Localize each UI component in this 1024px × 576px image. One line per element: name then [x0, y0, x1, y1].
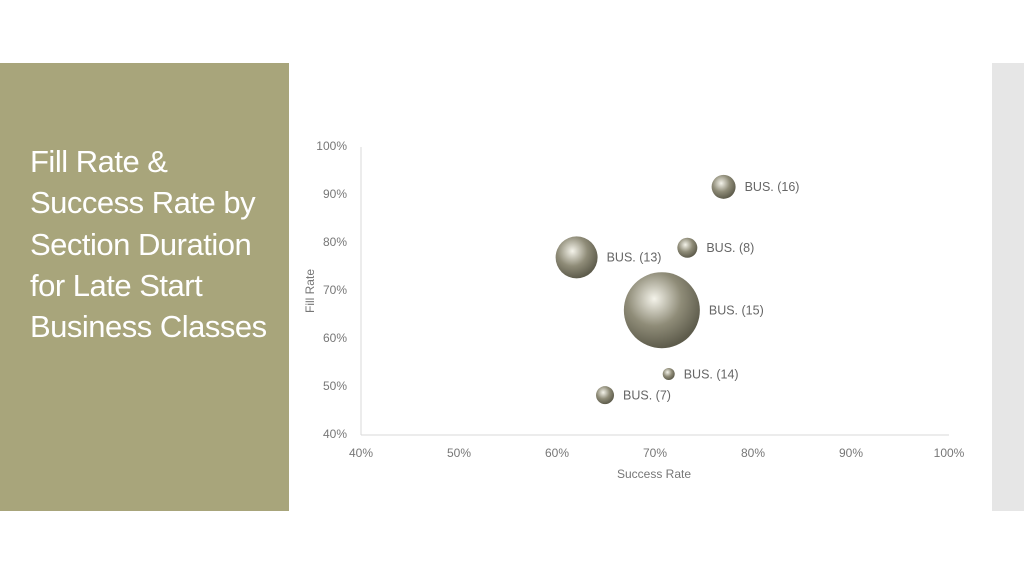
data-label: BUS. (16) [745, 180, 800, 194]
data-label: BUS. (15) [709, 303, 764, 317]
y-tick-label: 40% [323, 427, 347, 441]
bubble [677, 237, 698, 258]
bubble [555, 236, 598, 279]
bubble [662, 368, 675, 381]
y-tick-label: 90% [323, 187, 347, 201]
y-tick-label: 70% [323, 283, 347, 297]
data-label: BUS. (14) [684, 367, 739, 381]
x-tick-label: 100% [934, 446, 965, 460]
y-tick-label: 60% [323, 331, 347, 345]
data-label: BUS. (13) [607, 251, 662, 265]
data-label: BUS. (7) [623, 388, 671, 402]
y-tick-label: 50% [323, 379, 347, 393]
x-tick-label: 90% [839, 446, 863, 460]
y-tick-label: 80% [323, 235, 347, 249]
bubble [711, 174, 736, 199]
x-tick-label: 60% [545, 446, 569, 460]
x-axis-label: Success Rate [617, 467, 691, 481]
bubble [623, 272, 700, 349]
data-label: BUS. (8) [706, 241, 754, 255]
x-tick-label: 70% [643, 446, 667, 460]
side-bar [992, 63, 1024, 511]
x-tick-label: 50% [447, 446, 471, 460]
slide-title: Fill Rate & Success Rate by Section Dura… [30, 144, 267, 345]
title-panel [0, 63, 289, 511]
x-tick-label: 40% [349, 446, 373, 460]
bubble [596, 386, 615, 405]
y-axis-label: Fill Rate [303, 269, 317, 313]
y-tick-label: 100% [316, 139, 347, 153]
x-tick-label: 80% [741, 446, 765, 460]
